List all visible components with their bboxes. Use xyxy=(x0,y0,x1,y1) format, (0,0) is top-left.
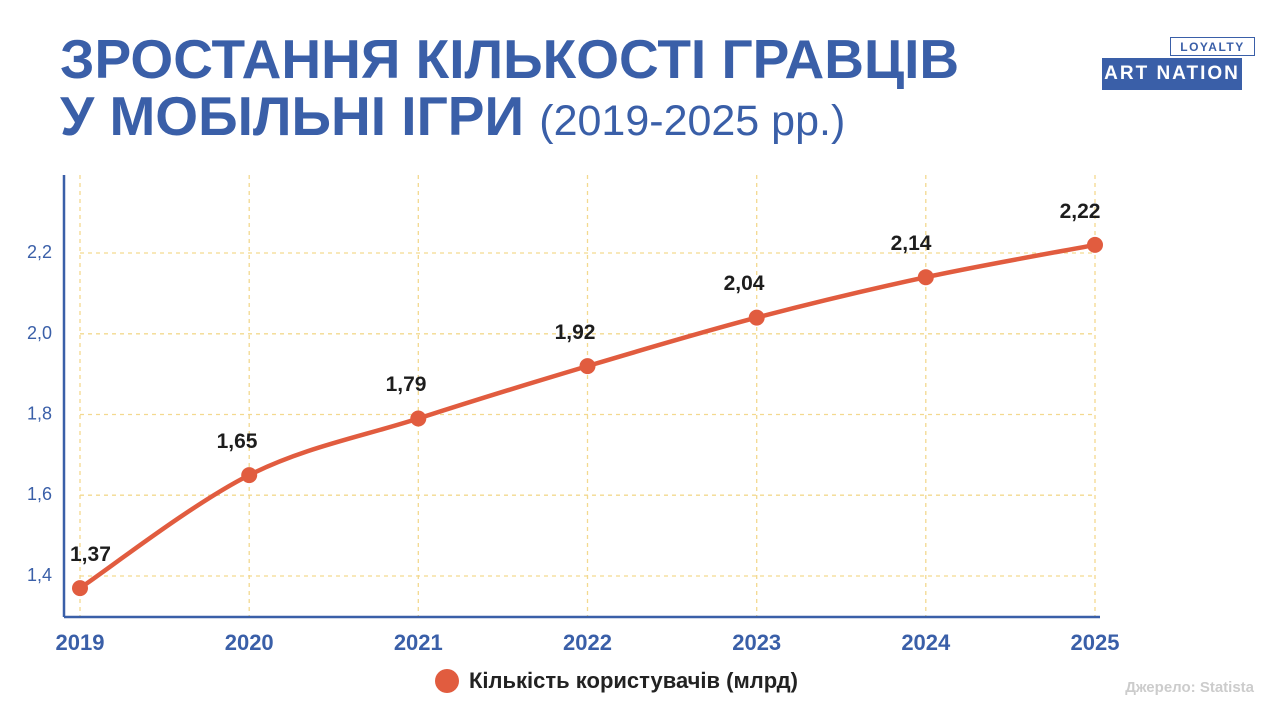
svg-text:2,04: 2,04 xyxy=(724,272,765,295)
svg-text:2019: 2019 xyxy=(56,630,105,655)
svg-text:2021: 2021 xyxy=(394,630,443,655)
svg-text:2020: 2020 xyxy=(225,630,274,655)
svg-text:1,4: 1,4 xyxy=(27,565,52,585)
svg-text:2,0: 2,0 xyxy=(27,323,52,343)
svg-text:2,14: 2,14 xyxy=(891,232,932,255)
svg-text:1,37: 1,37 xyxy=(70,543,111,566)
svg-text:1,8: 1,8 xyxy=(27,404,52,424)
svg-text:1,79: 1,79 xyxy=(386,373,427,396)
svg-text:2023: 2023 xyxy=(732,630,781,655)
svg-text:2022: 2022 xyxy=(563,630,612,655)
svg-text:1,92: 1,92 xyxy=(555,321,596,344)
svg-text:2024: 2024 xyxy=(901,630,951,655)
svg-text:2,22: 2,22 xyxy=(1060,200,1101,223)
svg-text:1,65: 1,65 xyxy=(217,430,258,453)
svg-text:Кількість користувачів (млрд): Кількість користувачів (млрд) xyxy=(469,668,798,693)
svg-text:2,2: 2,2 xyxy=(27,242,52,262)
svg-text:2025: 2025 xyxy=(1071,630,1120,655)
svg-text:1,6: 1,6 xyxy=(27,484,52,504)
